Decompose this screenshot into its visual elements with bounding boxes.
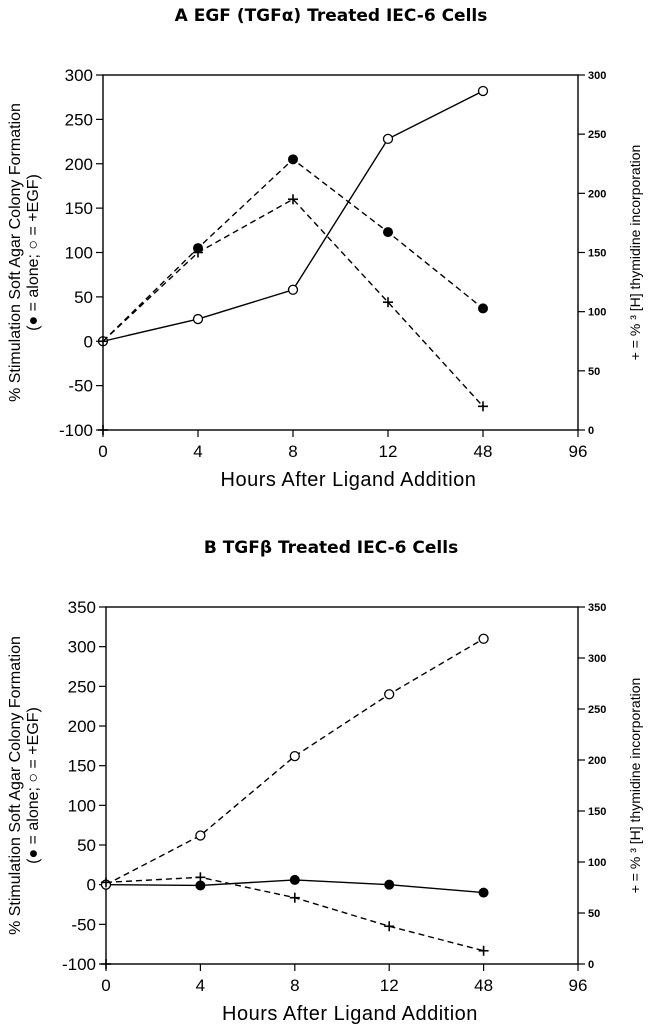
- chart-b-point-plus: [479, 946, 489, 956]
- chart-b-point-open: [290, 752, 299, 761]
- chart-b-right-tick-label: 150: [588, 806, 606, 818]
- chart-a-title: A EGF (TGFα) Treated IEC-6 Cells: [0, 6, 662, 26]
- chart-b-point-plus: [195, 872, 205, 882]
- chart-b-series-line-open-circle: [106, 639, 484, 885]
- chart-a-right-tick-label: 100: [588, 307, 606, 319]
- chart-b-x-tick-label: 96: [569, 976, 588, 995]
- chart-b-y2-axis-title: + = % ³ [H] thymidine incorporation: [627, 678, 643, 894]
- chart-b-left-tick-label: 50: [77, 836, 96, 855]
- chart-a-y-axis-subtitle: (● = alone; ○ = +EGF): [25, 174, 42, 331]
- chart-a-series-line-plus: [103, 199, 483, 406]
- chart-b-x-tick-label: 12: [380, 976, 399, 995]
- chart-a-right-tick-label: 200: [588, 188, 606, 200]
- chart-b-left-tick-label: 300: [68, 638, 96, 657]
- chart-b-right-tick-label: 200: [588, 755, 606, 767]
- chart-b-left-tick-label: -50: [71, 915, 96, 934]
- chart-b-title: B TGFβ Treated IEC-6 Cells: [0, 538, 662, 558]
- chart-b-left-tick-label: 200: [68, 717, 96, 736]
- chart-b-point-filled: [290, 875, 300, 885]
- chart-b-point-plus: [290, 893, 300, 903]
- chart-a-x-tick-label: 0: [98, 442, 107, 461]
- chart-b-point-open: [196, 831, 205, 840]
- chart-b-left-tick-label: -100: [62, 955, 96, 974]
- chart-b-right-tick-label: 350: [588, 602, 606, 614]
- chart-a-right-tick-label: 50: [588, 366, 600, 378]
- chart-b-right-tick-label: 250: [588, 704, 606, 716]
- chart-a-right-tick-label: 150: [588, 248, 606, 260]
- chart-a-x-tick-label: 8: [288, 442, 297, 461]
- chart-a-x-axis-title: Hours After Ligand Addition: [221, 469, 477, 491]
- chart-a-left-tick-label: 300: [65, 66, 93, 85]
- chart-a-y2-axis-title: + = % ³ [H] thymidine incorporation: [627, 145, 643, 361]
- chart-a-right-tick-label: 300: [588, 70, 606, 82]
- chart-b-left-tick-label: 250: [68, 677, 96, 696]
- chart-b-right-tick-label: 300: [588, 653, 606, 665]
- chart-b-y-axis-subtitle: (● = alone; ○ = +EGF): [25, 707, 42, 864]
- chart-a-left-tick-label: 200: [65, 155, 93, 174]
- chart-b-plot-frame: [106, 607, 578, 964]
- chart-a-series-line-filled-circle: [103, 159, 483, 341]
- chart-a-right-tick-label: 0: [588, 425, 594, 437]
- chart-b: 350 300 250 200 150 100 50 0 -50 -100 350 300 250 200…: [0, 562, 662, 1031]
- chart-b-point-filled: [384, 880, 394, 890]
- chart-b-point-filled: [479, 888, 489, 898]
- chart-b-right-tick-label: 50: [588, 908, 600, 920]
- chart-a-point-open: [384, 134, 393, 143]
- chart-a-point-open: [479, 86, 488, 95]
- chart-a-left-tick-label: 100: [65, 244, 93, 263]
- chart-a-x-tick-label: 96: [569, 442, 588, 461]
- chart-a-left-tick-label: 250: [65, 110, 93, 129]
- chart-a-series-line-open-circle: [103, 91, 483, 341]
- chart-a-right-tick-label: 250: [588, 129, 606, 141]
- chart-b-x-axis-title: Hours After Ligand Addition: [222, 1003, 478, 1025]
- chart-b-x-tick-label: 0: [101, 976, 110, 995]
- chart-a-x-tick-label: 48: [474, 442, 493, 461]
- chart-b-point-plus: [384, 921, 394, 931]
- chart-a-left-tick-label: -50: [68, 377, 93, 396]
- chart-b-point-open: [479, 634, 488, 643]
- chart-b-x-tick-label: 8: [290, 976, 299, 995]
- chart-b-y-axis-title: % Stimulation Soft Agar Colony Formation: [7, 636, 24, 935]
- chart-a-left-tick-label: 0: [84, 332, 93, 351]
- chart-b-left-tick-label: 0: [87, 876, 96, 895]
- chart-b-x-tick-label: 4: [196, 976, 205, 995]
- chart-b-extra-point-plus: [101, 959, 111, 969]
- chart-b-right-tick-label: 100: [588, 857, 606, 869]
- chart-a-plot-frame: [103, 75, 578, 430]
- chart-a-left-tick-label: -100: [59, 421, 93, 440]
- chart-b-left-tick-label: 150: [68, 757, 96, 776]
- chart-a-left-tick-label: 50: [74, 288, 93, 307]
- chart-a-point-open: [289, 285, 298, 294]
- chart-b-point-open: [385, 690, 394, 699]
- chart-b-left-tick-label: 100: [68, 796, 96, 815]
- chart-b-left-tick-label: 350: [68, 598, 96, 617]
- chart-a-extra-point-plus: [98, 425, 108, 435]
- chart-a-y-axis-title: % Stimulation Soft Agar Colony Formation: [7, 103, 24, 402]
- chart-a-x-tick-label: 12: [379, 442, 398, 461]
- chart-a: 300 250 200 150 100 50 0 -50 -100 300 250 200 150 100…: [0, 30, 662, 500]
- chart-b-right-tick-label: 0: [588, 959, 594, 971]
- chart-a-point-open: [194, 315, 203, 324]
- chart-a-point-filled: [383, 227, 393, 237]
- chart-a-point-filled: [288, 154, 298, 164]
- chart-a-point-filled: [478, 303, 488, 313]
- chart-a-x-tick-label: 4: [193, 442, 202, 461]
- chart-b-x-tick-label: 48: [474, 976, 493, 995]
- chart-a-left-tick-label: 150: [65, 199, 93, 218]
